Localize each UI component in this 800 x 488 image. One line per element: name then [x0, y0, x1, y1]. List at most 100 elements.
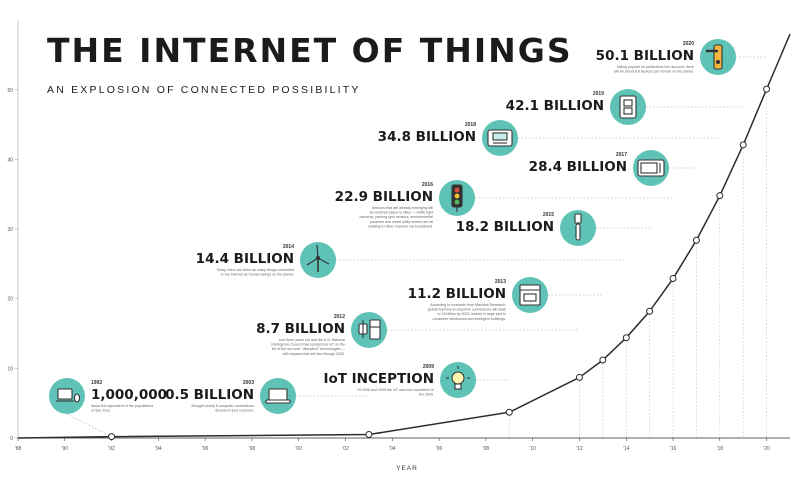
oven-icon — [519, 284, 541, 306]
traffic-light-icon — [451, 184, 463, 212]
callout-year: 2014 — [283, 244, 294, 250]
leader-line — [66, 413, 112, 437]
y-tick-label: 20 — [7, 297, 13, 303]
callout-description: the 2009. — [419, 393, 434, 397]
callout-description: of San Jose. — [91, 409, 111, 413]
y-tick-label: 40 — [7, 157, 13, 163]
data-point-2009 — [505, 408, 513, 416]
watch-fridge-icon — [358, 319, 381, 340]
x-tick-label: '20 — [763, 446, 770, 452]
callout-value: 0.5 BILLION — [165, 387, 254, 403]
toothbrush-icon — [574, 213, 582, 241]
line-layer — [17, 33, 791, 439]
x-tick-label: '10 — [529, 446, 536, 452]
callout-value: 18.2 BILLION — [456, 219, 554, 235]
outlet-icon — [619, 95, 637, 119]
door-handle-icon — [706, 44, 723, 70]
data-point-2017 — [692, 236, 700, 244]
wind-turbine-icon — [306, 244, 330, 272]
x-tick-label: '96 — [202, 446, 209, 452]
x-tick-label: '90 — [62, 446, 69, 452]
callout-value: 50.1 BILLION — [596, 48, 694, 64]
x-tick-label: '08 — [483, 446, 490, 452]
data-point-2003 — [365, 431, 373, 439]
x-tick-label: '98 — [249, 446, 256, 452]
callout-description: consumer electronics and intelligent bui… — [433, 317, 506, 321]
leader-layer — [66, 56, 767, 437]
callout-description: parames and smart utility meters are all — [370, 220, 433, 224]
callout-description: Taking popular on predictions into accou… — [617, 65, 694, 69]
microwave-icon — [637, 159, 665, 177]
callout-description: to 18 billion by 2022, thanks in large p… — [437, 312, 506, 316]
x-tick-label: '12 — [576, 446, 583, 452]
y-tick-label: 30 — [7, 227, 13, 233]
data-point-2018 — [716, 192, 724, 200]
callout-value: 1,000,000 — [91, 387, 167, 403]
icon-circle — [351, 312, 387, 348]
laptop-icon — [265, 388, 291, 404]
callout-description: Today, there are twice as many things co… — [216, 268, 294, 272]
thermostat-icon — [487, 129, 513, 147]
data-point-2020 — [763, 85, 771, 93]
callout-description: Of 2008 and 2009 the IoT was born someti… — [357, 388, 434, 392]
x-tick-label: '18 — [717, 446, 724, 452]
callout-description: be common place in cities — traffic ligh… — [370, 211, 433, 215]
callout-year: 2020 — [683, 41, 694, 47]
callout-description: Brought nearly 6 computer connections — [191, 404, 254, 408]
marker-layer — [108, 85, 771, 441]
callout-year: 2019 — [593, 91, 604, 97]
data-point-1992 — [108, 433, 116, 441]
callout-description: list of the six most "disruptive" techno… — [272, 347, 346, 351]
callout-year: 2012 — [334, 314, 345, 320]
callout-year: 2016 — [422, 182, 433, 188]
callout-description: global machine-to-machine connections wi… — [428, 308, 507, 312]
x-tick-label: '02 — [342, 446, 349, 452]
series-line — [17, 33, 791, 439]
x-tick-label: '04 — [389, 446, 396, 452]
x-tick-label: '88 — [15, 446, 22, 452]
grid-layer — [111, 89, 767, 438]
y-tick-label: 10 — [7, 366, 13, 372]
data-point-2016 — [669, 275, 677, 283]
callout-description: cameras, parking spot sensors, environme… — [359, 215, 433, 219]
callout-description: Sensors that are already emerging will — [372, 206, 433, 210]
x-tick-label: '00 — [295, 446, 302, 452]
chart-subtitle: AN EXPLOSION OF CONNECTED POSSIBILITY — [47, 84, 361, 96]
callout-value: 28.4 BILLION — [529, 159, 627, 175]
callout-value: 14.4 BILLION — [196, 251, 294, 267]
data-point-2013 — [599, 356, 607, 364]
callout-value: 42.1 BILLION — [506, 98, 604, 114]
callout-year: 2017 — [616, 152, 627, 158]
callout-value: 22.9 BILLION — [335, 189, 433, 205]
lightbulb-icon — [446, 366, 470, 390]
x-tick-label: '06 — [436, 446, 443, 452]
callout-description: Intelligence Council has recognized IoT … — [271, 343, 345, 347]
callout-description: About the equivalent of the populations — [91, 404, 153, 408]
data-point-2015 — [646, 307, 654, 315]
callout-description: to the Internet as human beings on the p… — [221, 273, 294, 277]
callout-year: 2013 — [495, 279, 506, 285]
chart-title: THE INTERNET OF THINGS — [47, 31, 573, 70]
y-tick-label: 50 — [7, 88, 13, 94]
callout-year: 2018 — [465, 122, 476, 128]
computer-mouse-icon — [56, 388, 81, 403]
x-axis-label: YEAR — [396, 465, 418, 472]
x-tick-label: '14 — [623, 446, 630, 452]
callout-value: 11.2 BILLION — [408, 286, 506, 302]
callout-description: devices to just a person. — [215, 409, 254, 413]
callout-year: 2003 — [243, 380, 254, 386]
callout-description: will be about 6.6 devices per human on t… — [614, 70, 694, 74]
callout-year: 1992 — [91, 380, 102, 386]
y-tick-label: 0 — [10, 436, 13, 442]
data-point-2014 — [622, 334, 630, 342]
